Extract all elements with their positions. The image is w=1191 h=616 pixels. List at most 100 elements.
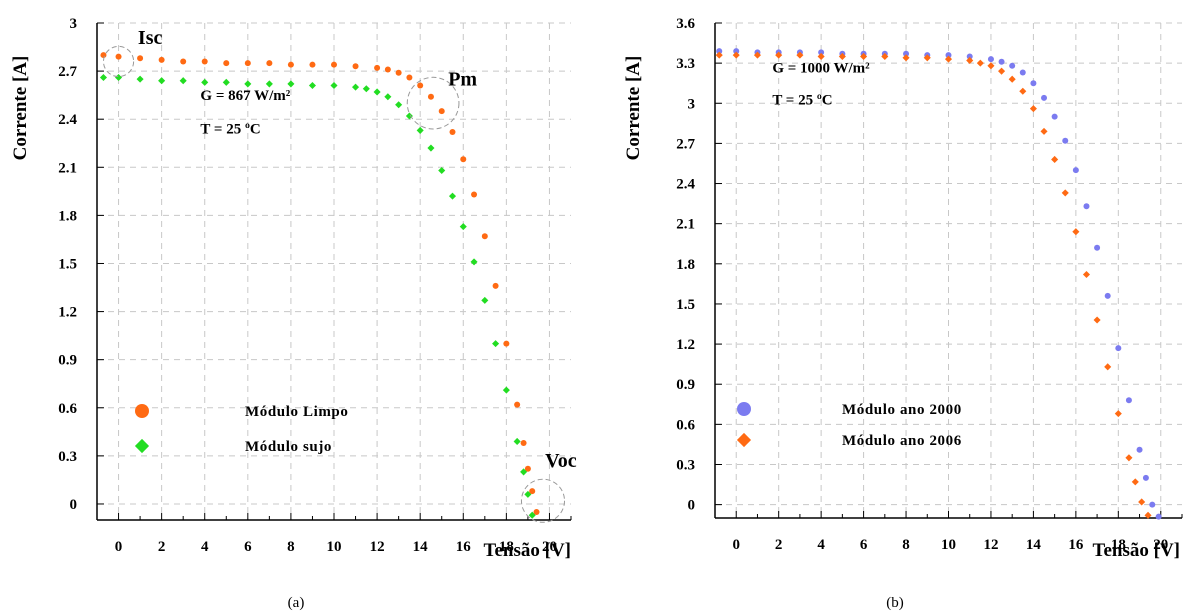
y-tick-label: 3 — [688, 96, 696, 112]
data-point — [1115, 345, 1122, 352]
condition-annotation: G = 1000 W/m² — [772, 61, 870, 77]
data-point — [1040, 127, 1048, 135]
data-point — [266, 60, 273, 67]
y-tick-label: 2.4 — [676, 177, 695, 193]
x-tick-label: 0 — [115, 539, 123, 555]
data-point — [492, 282, 499, 289]
data-point — [352, 83, 360, 91]
data-point — [1072, 167, 1079, 174]
data-point — [137, 55, 144, 62]
chart-a-svg: 0 2 4 6 8 10 12 14 16 18 20 0 0.3 0.6 0.9 1.2 1.5 1.8 2.1 2… — [10, 16, 577, 611]
data-point — [406, 74, 413, 81]
legend-label: Módulo Limpo — [245, 404, 348, 420]
data-point — [818, 49, 825, 56]
data-point — [1136, 446, 1143, 453]
legend: Módulo Limpo Módulo sujo — [134, 404, 348, 455]
x-tick-label: 4 — [201, 539, 209, 555]
tick-marks — [715, 22, 1183, 518]
legend-label: Módulo ano 2006 — [842, 433, 962, 449]
data-point — [460, 156, 467, 163]
chart-panel-b: 0 2 4 6 8 10 12 14 16 18 20 0 0.3 0.6 0.9 1.2 1.5 1.8 2.1 2… — [595, 0, 1191, 616]
data-point — [1083, 203, 1090, 210]
data-point — [373, 88, 381, 96]
data-point — [1008, 75, 1016, 83]
data-point — [223, 60, 230, 67]
data-point — [309, 61, 316, 68]
data-point — [520, 440, 527, 447]
data-point — [158, 56, 165, 63]
y-tick-label: 0 — [688, 498, 696, 514]
data-point — [395, 101, 403, 109]
x-tick-label: 18 — [1111, 537, 1126, 553]
panel-caption: (a) — [288, 595, 305, 611]
data-point — [308, 81, 316, 90]
series-1 — [100, 52, 540, 515]
data-point — [945, 52, 952, 59]
y-axis-title: Corrente [A] — [10, 56, 31, 161]
x-tick-label: 8 — [902, 537, 910, 553]
y-tick-label: 0.6 — [676, 417, 695, 433]
data-point — [1142, 474, 1149, 481]
data-point — [1029, 105, 1037, 113]
condition-annotation: T = 25 ºC — [772, 93, 832, 109]
grid-lines — [97, 22, 571, 520]
data-point — [459, 223, 467, 231]
data-point — [1094, 244, 1101, 251]
y-tick-label: 1.5 — [676, 297, 695, 313]
data-point — [520, 468, 528, 476]
x-tick-label: 16 — [456, 539, 472, 555]
data-point — [1051, 155, 1059, 163]
highlight-circle — [520, 478, 566, 523]
data-point — [502, 386, 510, 394]
data-point — [528, 511, 536, 519]
y-tick-label: 0.6 — [58, 401, 77, 417]
data-point — [987, 56, 994, 63]
x-tick-label: 10 — [941, 537, 956, 553]
data-point — [448, 192, 457, 200]
legend-swatch-diamond — [736, 432, 752, 448]
y-tick-label: 1.2 — [58, 305, 77, 321]
data-point — [1138, 498, 1146, 506]
condition-annotation: T = 25 ºC — [200, 122, 260, 138]
x-tick-label: 18 — [499, 539, 514, 555]
data-point — [733, 48, 740, 55]
legend: Módulo ano 2000 Módulo ano 2006 — [736, 402, 962, 449]
highlight-circle — [102, 45, 135, 78]
x-tick-label: 20 — [1153, 537, 1168, 553]
data-point — [99, 73, 107, 82]
y-tick-label: 2.4 — [58, 112, 77, 128]
y-tick-label: 2.7 — [58, 64, 77, 80]
data-point — [1062, 137, 1069, 144]
data-point — [179, 77, 187, 85]
data-point — [374, 64, 381, 71]
data-point — [998, 67, 1006, 75]
legend-swatch-circle — [737, 402, 751, 416]
legend-swatch-circle — [135, 404, 149, 418]
data-point — [1061, 189, 1069, 197]
data-point — [481, 233, 488, 240]
x-tick-label: 12 — [370, 539, 385, 555]
data-point — [775, 51, 783, 59]
data-point — [1072, 228, 1080, 236]
data-point — [903, 50, 910, 57]
tick-marks — [97, 22, 572, 520]
y-tick-label: 2.7 — [676, 136, 695, 152]
x-tick-label: 16 — [1068, 537, 1084, 553]
data-point — [158, 77, 166, 85]
data-point — [1019, 69, 1026, 76]
y-tick-label: 0.9 — [676, 377, 695, 393]
data-point — [1104, 363, 1112, 371]
x-tick-label: 12 — [983, 537, 998, 553]
data-point — [1019, 87, 1027, 95]
data-point — [524, 465, 531, 472]
data-point — [180, 58, 187, 65]
highlight-circle — [406, 76, 460, 130]
y-axis-title: Corrente [A] — [623, 56, 644, 161]
data-point — [395, 69, 402, 76]
x-tick-label: 14 — [1026, 537, 1042, 553]
x-tick-label: 20 — [542, 539, 557, 555]
data-point — [503, 340, 510, 347]
data-point — [330, 81, 338, 90]
x-tick-label: 2 — [775, 537, 783, 553]
data-point — [100, 52, 107, 59]
